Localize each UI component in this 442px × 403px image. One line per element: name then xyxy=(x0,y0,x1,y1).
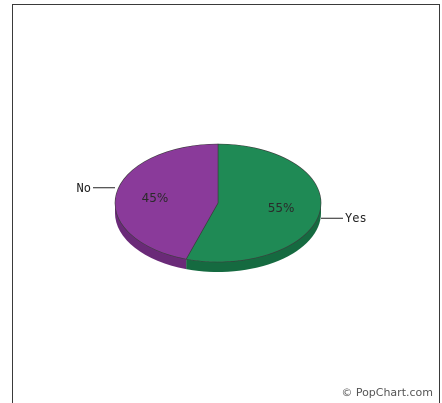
pie-category-label-yes: Yes xyxy=(345,211,367,225)
pie-value-label-no: 45% xyxy=(142,191,169,205)
pie-slice-no xyxy=(114,143,219,260)
popchart-credit: © PopChart.com xyxy=(341,386,433,399)
pie-side-no xyxy=(115,203,187,270)
pie-side-yes xyxy=(186,203,321,272)
pie-slice-yes xyxy=(185,143,322,263)
pie-category-label-no: No xyxy=(77,181,91,195)
chart-frame: 55% Yes 45% No © PopChart.com xyxy=(12,4,440,403)
pie-value-label-yes: 55% xyxy=(268,201,295,215)
pie-chart: 55% Yes 45% No xyxy=(77,143,367,272)
